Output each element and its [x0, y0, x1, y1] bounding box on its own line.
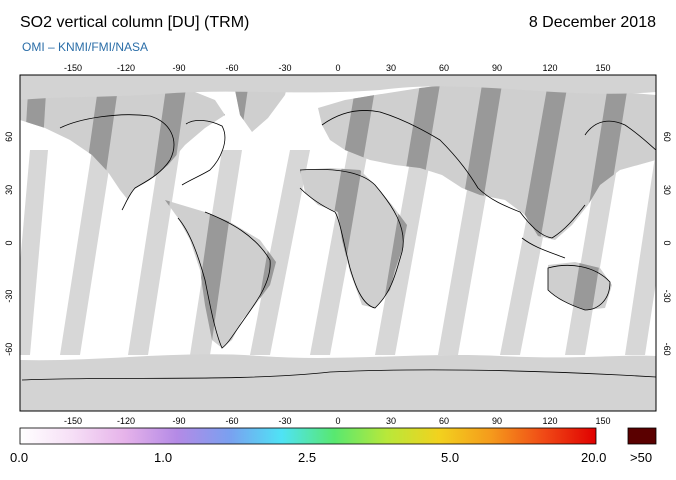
lon-tick-top: 150: [595, 63, 610, 73]
lon-tick-bottom: 60: [439, 416, 449, 426]
south-polar-no-data: [20, 354, 656, 411]
lon-tick-bottom: -90: [172, 416, 185, 426]
lat-ticks-right: 60 30 0 -30 -60: [662, 132, 672, 356]
north-polar-no-data: [20, 75, 656, 100]
coastlines: [21, 110, 656, 381]
lon-tick-bottom: -120: [117, 416, 135, 426]
lon-tick-top: -90: [172, 63, 185, 73]
lon-tick-top: -60: [225, 63, 238, 73]
lat-tick-right: -60: [662, 343, 672, 356]
lat-tick-right: 0: [662, 240, 672, 245]
lat-tick-left: 0: [4, 240, 14, 245]
lon-tick-top: 0: [335, 63, 340, 73]
lon-tick-top: 60: [439, 63, 449, 73]
lat-tick-left: 60: [4, 132, 14, 142]
lon-tick-bottom: -60: [225, 416, 238, 426]
colorbar-overflow-label: >50: [630, 450, 653, 465]
colorbar-scale: [19, 427, 597, 445]
colorbar-label-1: 1.0: [154, 450, 173, 465]
lat-tick-left: -30: [4, 290, 14, 303]
map-title: SO2 vertical column [DU] (TRM): [20, 14, 250, 31]
colorbar-label-3: 5.0: [441, 450, 460, 465]
lon-tick-top: -150: [64, 63, 82, 73]
lat-ticks-left: 60 30 0 -30 -60: [4, 132, 14, 356]
colorbar-label-0: 0.0: [10, 450, 29, 465]
lat-tick-left: -60: [4, 343, 14, 356]
lon-tick-top: 90: [492, 63, 502, 73]
lon-tick-top: -120: [117, 63, 135, 73]
lon-tick-bottom: -150: [64, 416, 82, 426]
lon-tick-top: 30: [386, 63, 396, 73]
lon-tick-bottom: 0: [335, 416, 340, 426]
lon-tick-bottom: 120: [542, 416, 557, 426]
colorbar-label-2: 2.5: [298, 450, 317, 465]
colorbar-overflow: [627, 427, 657, 445]
lat-tick-right: 30: [662, 185, 672, 195]
lon-tick-bottom: -30: [278, 416, 291, 426]
map-date: 8 December 2018: [528, 14, 656, 31]
colorbar-label-4: 20.0: [581, 450, 607, 465]
lat-tick-right: -30: [662, 290, 672, 303]
lat-tick-left: 30: [4, 185, 14, 195]
lon-tick-bottom: 90: [492, 416, 502, 426]
lon-ticks-top: -150 -120 -90 -60 -30 0 30 60 90 120 150: [64, 63, 611, 73]
lon-tick-top: 120: [542, 63, 557, 73]
lon-tick-top: -30: [278, 63, 291, 73]
lon-tick-bottom: 30: [386, 416, 396, 426]
lat-tick-right: 60: [662, 132, 672, 142]
lon-tick-bottom: 150: [595, 416, 610, 426]
lon-ticks-bottom: -150 -120 -90 -60 -30 0 30 60 90 120 150: [64, 416, 611, 426]
data-credit: OMI – KNMI/FMI/NASA: [22, 40, 149, 54]
map-body: [20, 75, 656, 411]
